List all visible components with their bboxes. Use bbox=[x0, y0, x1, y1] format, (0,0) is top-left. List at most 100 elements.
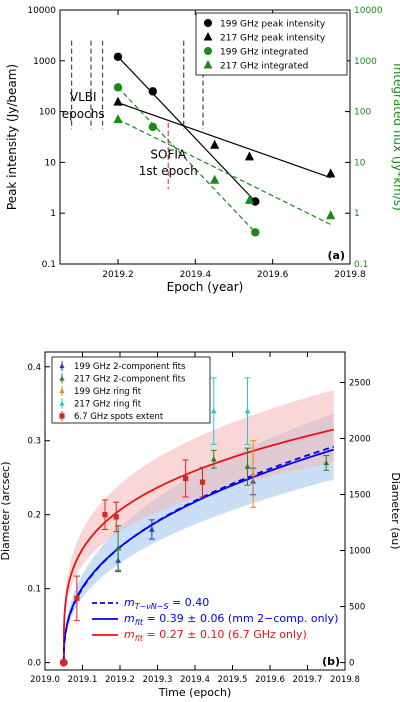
y2-tick-label: 2500 bbox=[349, 378, 371, 388]
panel-a-frame bbox=[59, 9, 351, 265]
y2-tick-label: 1000 bbox=[349, 547, 371, 557]
legend-label: 217 GHz integrated bbox=[220, 62, 308, 72]
panel-a-y2label: Integrated flux (Jy*km/s) bbox=[391, 63, 400, 211]
panel-a-legend: 199 GHz peak intensity 217 GHz peak inten… bbox=[195, 12, 348, 76]
fit-line bbox=[117, 102, 331, 179]
data-point bbox=[102, 512, 108, 518]
y2-tick-label: 2000 bbox=[349, 435, 371, 445]
data-point bbox=[74, 595, 80, 601]
fit-legend-label: mfit = 0.27 ± 0.10 (6.7 GHz only) bbox=[124, 628, 307, 643]
annotation: SOFIA bbox=[150, 147, 187, 161]
legend-marker bbox=[204, 19, 212, 27]
panel-b-y-ticks: 0.0 0.1 0.2 0.3 0.4 bbox=[27, 363, 50, 669]
panel-b-y2label: Diameter (au) bbox=[389, 472, 400, 549]
y2-tick-label: 10 bbox=[354, 158, 366, 168]
legend-marker bbox=[59, 400, 65, 406]
y-tick-label: 0.4 bbox=[27, 363, 41, 373]
annotation: 1st epoch bbox=[139, 164, 198, 178]
legend-label: 6.7 GHz spots extent bbox=[74, 412, 164, 422]
data-point bbox=[326, 210, 336, 220]
legend-marker bbox=[59, 413, 65, 419]
panel-a-annotations: VLBI epochs SOFIA 1st epoch bbox=[62, 90, 198, 178]
panel-b-fit-curves bbox=[62, 428, 335, 663]
x-tick-label: 2019.6 bbox=[257, 270, 289, 280]
legend-label: 217 GHz ring fit bbox=[74, 400, 142, 410]
data-point bbox=[244, 194, 255, 204]
data-point bbox=[113, 114, 123, 124]
data-point bbox=[210, 407, 217, 414]
legend-marker bbox=[59, 388, 65, 394]
data-point bbox=[210, 174, 220, 184]
y-tick-label: 0.1 bbox=[42, 260, 56, 270]
x-tick-label: 2019.1 bbox=[68, 675, 98, 685]
fit-legend-label: mT−νN−S = 0.40 bbox=[124, 596, 209, 611]
y2-tick-label: 100 bbox=[354, 108, 371, 118]
legend-marker bbox=[59, 363, 65, 369]
panel-a-ylabel: Peak intensity (Jy/beam) bbox=[5, 64, 19, 210]
data-point bbox=[244, 151, 255, 161]
fit-curve bbox=[62, 445, 335, 663]
x-tick-label: 2019.6 bbox=[255, 675, 285, 685]
x-tick-label: 2019.3 bbox=[143, 675, 173, 685]
y2-tick-label: 1500 bbox=[349, 491, 371, 501]
panel-a-xlabel: Epoch (year) bbox=[167, 280, 244, 294]
uncertainty-band bbox=[63, 390, 334, 663]
x-tick-label: 2019.4 bbox=[180, 675, 210, 685]
x-tick-label: 2019.4 bbox=[180, 270, 212, 280]
data-point bbox=[251, 228, 260, 237]
panel-a-label: (a) bbox=[328, 249, 345, 262]
annotation: VLBI bbox=[70, 90, 97, 104]
fit-legend-label: mfit = 0.39 ± 0.06 (mm 2−comp. only) bbox=[124, 612, 338, 627]
panel-a-fit-lines bbox=[117, 56, 331, 233]
panel-b-uncertainty-bands bbox=[63, 390, 334, 663]
data-point bbox=[210, 456, 217, 462]
x-tick-label: 2019.0 bbox=[30, 675, 60, 685]
data-point bbox=[113, 514, 119, 520]
fit-curve bbox=[62, 428, 334, 663]
y2-tick-label: 500 bbox=[349, 603, 365, 613]
legend-label: 199 GHz integrated bbox=[220, 48, 308, 58]
legend-label: 199 GHz peak intensity bbox=[220, 20, 326, 30]
panel-b-y2-ticks: 0 500 1000 1500 2000 2500 bbox=[340, 378, 371, 669]
data-point bbox=[250, 470, 256, 477]
legend-label: 199 GHz ring fit bbox=[74, 387, 142, 397]
data-point bbox=[244, 407, 251, 414]
y-tick-label: 0.2 bbox=[27, 511, 41, 521]
panel-b-label: (b) bbox=[322, 655, 340, 668]
y-tick-label: 100 bbox=[39, 108, 56, 118]
data-point bbox=[113, 96, 123, 106]
panel-a-y2-ticks: 0.1 1 10 100 1000 10000 bbox=[345, 6, 383, 270]
x-tick-label: 2019.5 bbox=[218, 675, 248, 685]
data-point bbox=[148, 122, 157, 132]
y2-tick-label: 1 bbox=[354, 209, 360, 219]
panel-a-x-ticks: 2019.2 2019.4 2019.6 2019.8 bbox=[102, 10, 366, 280]
x-tick-label: 2019.8 bbox=[334, 270, 366, 280]
fit-line bbox=[117, 56, 256, 202]
x-tick-label: 2019.8 bbox=[330, 675, 360, 685]
panel-b: 2019.0 2019.1 2019.2 2019.3 2019.4 2019.5 2019… bbox=[0, 351, 400, 699]
legend-marker bbox=[59, 375, 65, 381]
legend-label: 217 GHz 2-component fits bbox=[74, 375, 186, 385]
y2-tick-label: 0 bbox=[349, 659, 354, 669]
data-point bbox=[323, 459, 330, 466]
y2-tick-label: 0.1 bbox=[354, 260, 368, 270]
panel-b-legend: 199 GHz 2-component fits 217 GHz 2-compon… bbox=[51, 356, 211, 424]
x-tick-label: 2019.2 bbox=[102, 270, 134, 280]
y-tick-label: 10 bbox=[45, 158, 57, 168]
data-point bbox=[183, 475, 189, 482]
legend-box bbox=[195, 12, 348, 76]
data-point bbox=[148, 87, 157, 96]
data-point bbox=[149, 526, 155, 532]
panel-b-ylabel: Diameter (arcsec) bbox=[0, 461, 12, 560]
data-point bbox=[199, 479, 206, 485]
data-point bbox=[244, 463, 251, 469]
panel-b-xlabel: Time (epoch) bbox=[158, 686, 232, 699]
panel-a-epoch-lines bbox=[70, 40, 204, 189]
panel-a-markers bbox=[113, 52, 336, 237]
x-tick-label: 2019.7 bbox=[293, 675, 323, 685]
y-tick-label: 10000 bbox=[27, 6, 56, 16]
panel-b-markers bbox=[59, 377, 330, 667]
origin-point bbox=[59, 658, 68, 667]
annotation: epochs bbox=[62, 107, 105, 121]
legend-label: 217 GHz peak intensity bbox=[220, 34, 326, 44]
